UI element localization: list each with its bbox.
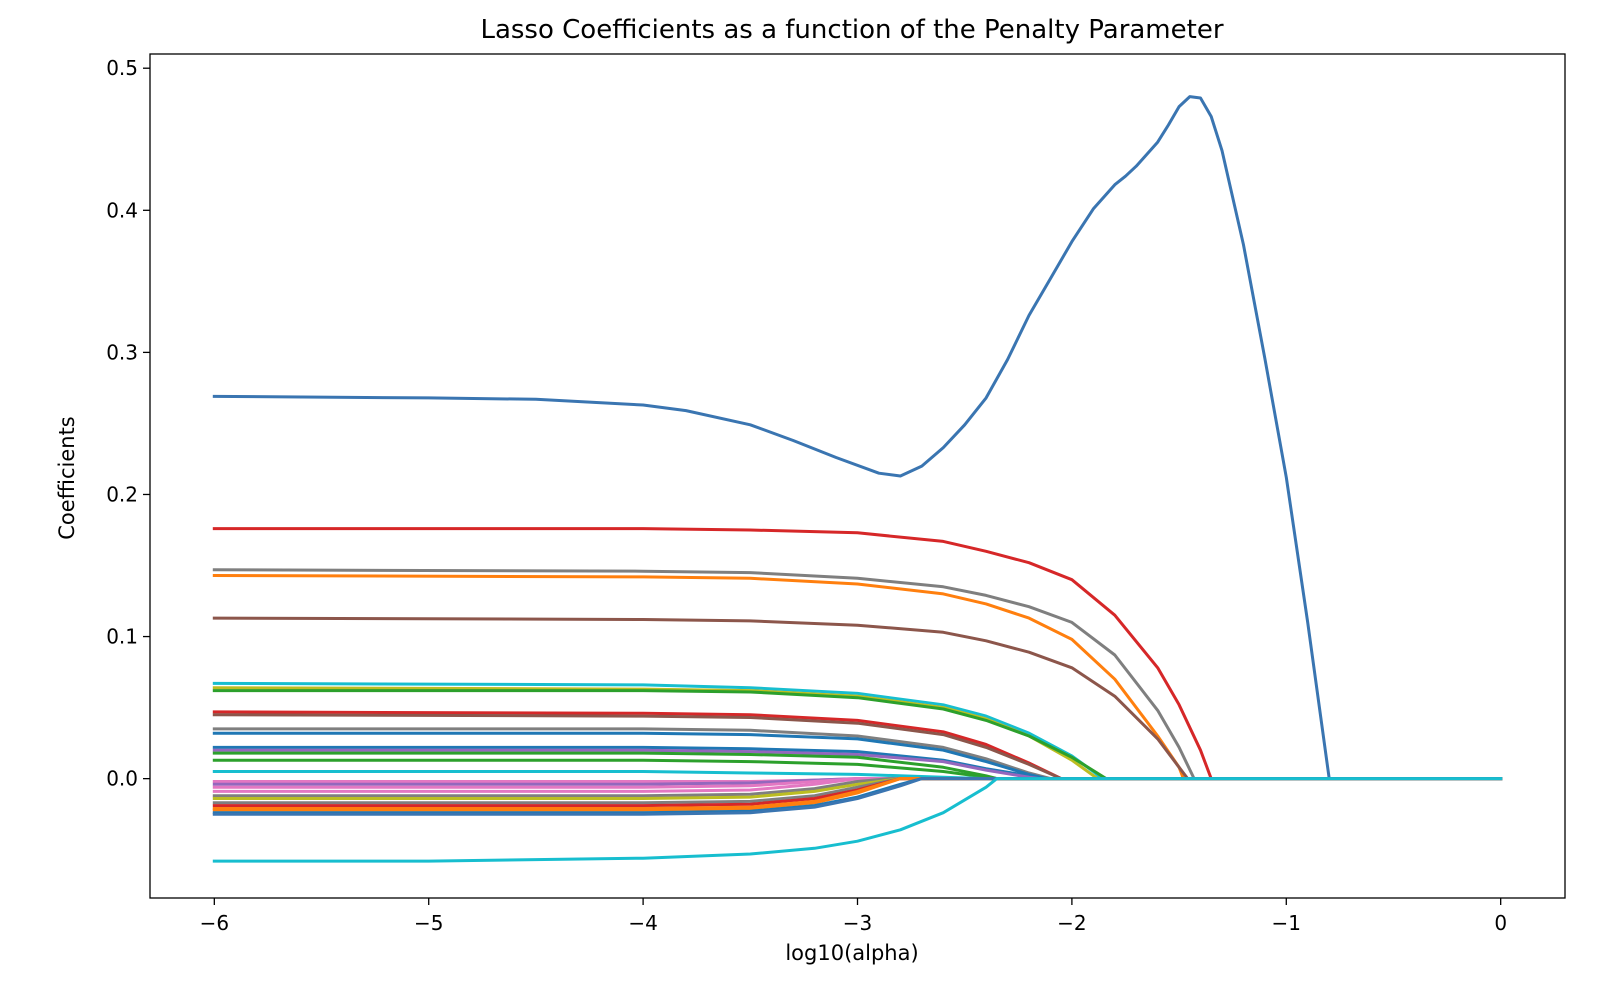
x-tick-label: 0 bbox=[1494, 911, 1507, 935]
x-tick-label: −3 bbox=[843, 911, 872, 935]
series-line-2 bbox=[212, 527, 1503, 781]
x-tick-label: −1 bbox=[1272, 911, 1301, 935]
series-line-30 bbox=[212, 777, 1503, 863]
series-line-10 bbox=[212, 713, 1503, 781]
y-axis-title: Coefficients bbox=[55, 416, 79, 540]
y-tick-label: 0.1 bbox=[106, 625, 138, 649]
series-line-5 bbox=[212, 616, 1503, 781]
series-line-27 bbox=[212, 777, 1503, 812]
chart-title: Lasso Coefficients as a function of the … bbox=[480, 15, 1223, 45]
x-tick-label: −5 bbox=[414, 911, 443, 935]
x-axis-ticks: −6 −5 −4 −3 −2 −1 0 bbox=[200, 898, 1507, 935]
y-axis-ticks: 0.0 0.1 0.2 0.3 0.4 0.5 bbox=[106, 56, 150, 791]
x-tick-label: −2 bbox=[1057, 911, 1086, 935]
y-tick-label: 0.2 bbox=[106, 482, 138, 506]
series-group bbox=[212, 95, 1503, 863]
series-line-3 bbox=[212, 568, 1503, 781]
x-tick-label: −4 bbox=[628, 911, 657, 935]
y-tick-label: 0.3 bbox=[106, 340, 138, 364]
y-tick-label: 0.0 bbox=[106, 767, 138, 791]
y-tick-label: 0.4 bbox=[106, 198, 138, 222]
x-axis-title: log10(alpha) bbox=[785, 941, 918, 965]
series-line-1 bbox=[212, 95, 1503, 781]
series-line-29 bbox=[212, 777, 1503, 816]
y-tick-label: 0.5 bbox=[106, 56, 138, 80]
series-line-8 bbox=[212, 689, 1503, 781]
x-tick-label: −6 bbox=[200, 911, 229, 935]
